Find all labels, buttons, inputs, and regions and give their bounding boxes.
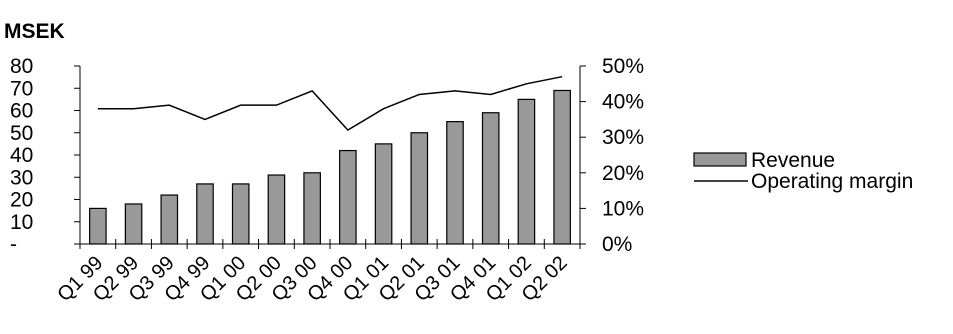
- legend-margin-label: Operating margin: [751, 170, 913, 193]
- operating-margin-line: [97, 75, 563, 132]
- revenue-bar: [196, 183, 214, 245]
- left-tick-label: 60: [10, 100, 33, 123]
- left-tick-label: 40: [10, 144, 33, 167]
- chart-title: MSEK: [4, 20, 65, 43]
- legend-revenue-swatch: [693, 152, 747, 167]
- right-tick-label: 10%: [602, 197, 644, 220]
- revenue-bar: [160, 194, 179, 245]
- revenue-bars: [89, 89, 571, 245]
- left-tick-label: 10: [10, 211, 33, 234]
- revenue-bar: [339, 149, 357, 245]
- operating-margin-polyline: [97, 75, 563, 132]
- right-tick-label: 40%: [602, 91, 644, 114]
- revenue-bar: [303, 172, 321, 245]
- legend-revenue-label: Revenue: [751, 149, 835, 172]
- revenue-bar: [231, 183, 250, 245]
- right-tick-label: 50%: [602, 55, 644, 78]
- revenue-bar: [124, 203, 143, 245]
- left-tick-label: -: [10, 233, 17, 256]
- right-tick-label: 0%: [602, 233, 632, 256]
- revenue-bar: [517, 98, 536, 245]
- revenue-bar: [553, 89, 571, 245]
- left-tick-label: 80: [10, 55, 33, 78]
- right-tick-label: 20%: [602, 162, 644, 185]
- left-tick-label: 20: [10, 189, 33, 212]
- left-tick-label: 30: [10, 166, 33, 189]
- revenue-bar: [446, 121, 464, 245]
- revenue-bar: [89, 207, 107, 245]
- revenue-bar: [267, 174, 286, 245]
- right-axis: 0% 10% 20% 30% 40% 50%: [579, 55, 644, 256]
- left-tick-label: 50: [10, 122, 33, 145]
- revenue-bar: [374, 143, 393, 245]
- left-tick-label: 70: [10, 77, 33, 100]
- right-tick-label: 30%: [602, 126, 644, 149]
- revenue-bar: [410, 132, 429, 245]
- revenue-bar: [481, 112, 500, 245]
